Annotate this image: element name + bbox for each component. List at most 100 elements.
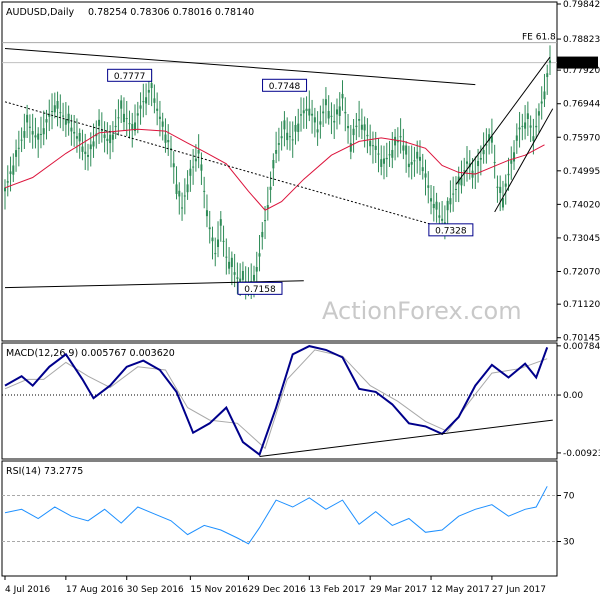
y-tick-label: 0.77920 (563, 66, 600, 76)
price-bar-body (111, 134, 114, 140)
price-bar-body (266, 205, 269, 209)
price-bar-body (277, 143, 280, 145)
rsi-header: RSI(14) 73.2775 (6, 466, 83, 477)
price-bar-body (78, 132, 81, 142)
price-bar-body (477, 160, 480, 167)
price-bar-body (233, 272, 236, 275)
price-bar-body (103, 134, 106, 138)
price-bar-body (283, 120, 286, 130)
price-bar-body (100, 130, 103, 132)
price-bar-body (454, 188, 457, 190)
price-bar-body (543, 91, 546, 100)
fib-level-label: FE 61.8 (522, 33, 556, 43)
price-bar-body (136, 113, 139, 116)
price-bar-body (164, 134, 167, 143)
price-bar-body (496, 186, 499, 188)
price-bar-body (501, 198, 504, 208)
price-bar-body (269, 186, 272, 190)
price-bar-body (297, 123, 300, 132)
annotation-box (428, 223, 474, 237)
price-bar-body (62, 115, 65, 117)
y-tick-label: 70 (563, 492, 575, 502)
price-bar-body (67, 113, 70, 124)
price-bar-body (294, 124, 297, 132)
x-tick-label: 27 Jun 2017 (492, 585, 546, 595)
price-bar-body (330, 115, 333, 117)
macd-panel: MACD(12,26,9) 0.005767 0.003620 (1, 342, 558, 460)
price-bar-body (48, 113, 51, 117)
price-bar-body (109, 134, 112, 144)
price-bar-body (181, 207, 184, 209)
y-tick-label: 0.74020 (563, 200, 600, 210)
price-bar-body (239, 278, 242, 283)
price-bar-body (4, 187, 6, 192)
price-bar-body (383, 158, 386, 164)
y-tick-label: 0.78823 (563, 35, 600, 45)
price-bar-body (388, 154, 391, 156)
price-bar-body (479, 158, 482, 160)
price-bar-body (300, 114, 303, 116)
price-bar-body (466, 161, 469, 164)
y-tick-label: -0.00923 (563, 449, 600, 459)
price-bar-body (31, 131, 34, 135)
price-panel: AUDUSD,Daily 0.78254 0.78306 0.78016 0.7… (1, 1, 558, 342)
x-tick-label: 4 Jul 2016 (5, 585, 50, 595)
price-bar-body (405, 145, 408, 155)
price-bar-body (158, 116, 161, 120)
price-bar-body (205, 210, 208, 217)
price-bar-body (17, 147, 20, 149)
price-bar-body (153, 98, 156, 103)
price-bar-body (485, 144, 488, 146)
price-bar-body (410, 162, 413, 165)
price-bar-body (228, 261, 231, 269)
price-bar-body (23, 131, 26, 138)
price-bar-body (416, 151, 419, 159)
price-bar-body (75, 136, 78, 139)
current-price-value: 0.78140 (561, 59, 598, 69)
price-bar-body (427, 185, 430, 188)
price-bar-body (208, 227, 211, 230)
price-bar-body (549, 60, 551, 63)
price-bar-body (355, 125, 358, 128)
price-bar-body (9, 171, 12, 175)
price-bar-body (15, 150, 18, 157)
annotation-label: 0.7328 (435, 226, 467, 236)
y-tick-label: 0.79842 (563, 0, 600, 10)
price-bar-body (385, 157, 388, 160)
price-bar-body (51, 110, 54, 112)
price-bar-body (73, 131, 76, 134)
price-bar-body (203, 190, 206, 192)
price-bar-body (12, 165, 15, 175)
price-bar-body (286, 132, 289, 141)
rsi-panel: RSI(14) 73.2775 (1, 460, 558, 577)
price-bar-body (241, 271, 244, 280)
price-bar-body (122, 113, 125, 123)
price-bar-body (438, 215, 441, 218)
price-bar-body (37, 133, 40, 140)
price-bar-body (430, 198, 433, 202)
x-tick-label: 17 Aug 2016 (66, 585, 124, 595)
price-bar-body (507, 173, 510, 176)
price-bar-body (344, 111, 347, 114)
price-bar-body (435, 201, 438, 210)
price-bar-body (526, 113, 529, 120)
price-bar-body (92, 141, 95, 147)
price-bar-body (145, 97, 148, 104)
price-bar-body (327, 110, 330, 119)
y-tick-label: 0.72070 (563, 267, 600, 277)
price-bar-body (319, 121, 322, 125)
price-bar-body (134, 122, 137, 132)
price-bar-body (363, 124, 366, 131)
price-bar-body (120, 100, 123, 109)
price-bar-body (308, 108, 311, 116)
y-tick-label: 0.71120 (563, 300, 600, 310)
price-bar-body (6, 181, 9, 183)
price-bar-body (513, 152, 516, 162)
price-bar-body (98, 119, 101, 126)
price-bar-body (264, 220, 267, 222)
macd-line (4, 345, 549, 457)
price-bar-body (399, 136, 402, 138)
price-bar-body (186, 184, 189, 193)
moving-average-line (4, 128, 545, 211)
